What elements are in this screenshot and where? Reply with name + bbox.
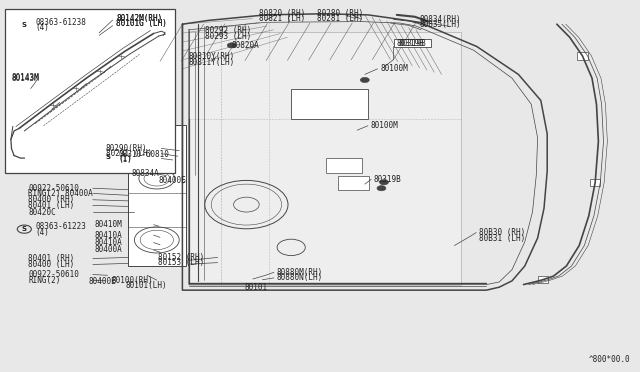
Text: 00922-50610: 00922-50610 — [28, 270, 79, 279]
Text: 80821 (LH): 80821 (LH) — [259, 15, 305, 23]
Text: 80401 (LH): 80401 (LH) — [28, 201, 74, 210]
Text: 80820A: 80820A — [232, 41, 259, 50]
Text: (1): (1) — [118, 155, 132, 164]
Text: S: S — [22, 22, 27, 28]
Text: 80401 (RH): 80401 (RH) — [28, 254, 74, 263]
Text: ^800*00.0: ^800*00.0 — [589, 355, 630, 364]
Text: (1): (1) — [118, 154, 132, 163]
Text: 80101: 80101 — [244, 283, 268, 292]
Text: 80142M(RH): 80142M(RH) — [116, 14, 163, 23]
Text: 08363-61238: 08363-61238 — [36, 18, 86, 27]
Text: 80152 (RH): 80152 (RH) — [158, 253, 204, 262]
Text: 80811Y(LH): 80811Y(LH) — [189, 58, 235, 67]
Text: 00922-50610: 00922-50610 — [28, 184, 79, 193]
Text: 80142M(RH): 80142M(RH) — [116, 14, 163, 23]
Text: 80143M: 80143M — [12, 74, 39, 83]
Circle shape — [380, 180, 388, 185]
Bar — [590, 179, 600, 186]
Text: 80100M: 80100M — [371, 121, 398, 130]
Text: 80420C: 80420C — [28, 208, 56, 217]
Text: 80410A: 80410A — [95, 238, 122, 247]
Text: 80400 (RH): 80400 (RH) — [28, 195, 74, 204]
Text: 80810Y(RH): 80810Y(RH) — [189, 52, 235, 61]
Text: 80100M: 80100M — [380, 64, 408, 73]
Bar — [326, 158, 362, 173]
Text: 80400E: 80400E — [88, 278, 116, 286]
Text: 80290(RH): 80290(RH) — [106, 144, 147, 153]
Text: 80B30 (RH): 80B30 (RH) — [479, 228, 525, 237]
Bar — [291, 89, 368, 119]
Text: 80319B: 80319B — [373, 175, 401, 184]
Bar — [577, 52, 588, 60]
Bar — [189, 32, 461, 285]
Text: 80410A: 80410A — [95, 231, 122, 240]
Text: 08310-60810: 08310-60810 — [118, 150, 169, 159]
Text: 80400A: 80400A — [95, 246, 122, 254]
Text: RING(2) 80400A: RING(2) 80400A — [28, 189, 93, 198]
Text: 80100(RH): 80100(RH) — [112, 276, 154, 285]
Text: 80101G (LH): 80101G (LH) — [116, 19, 167, 28]
Text: 80400E: 80400E — [158, 176, 186, 185]
Bar — [338, 176, 369, 190]
Text: 80834A: 80834A — [131, 169, 159, 178]
Circle shape — [360, 77, 369, 83]
Text: S: S — [105, 154, 110, 160]
Text: 80101(LH): 80101(LH) — [125, 281, 167, 290]
Text: 80143M: 80143M — [12, 73, 39, 82]
Text: 80400 (LH): 80400 (LH) — [28, 260, 74, 269]
Text: 80101G (LH): 80101G (LH) — [116, 19, 167, 28]
Text: (4): (4) — [36, 228, 50, 237]
Text: S: S — [22, 226, 27, 232]
Text: RING(2): RING(2) — [28, 276, 61, 285]
Text: 80291 (LH): 80291 (LH) — [106, 149, 152, 158]
Circle shape — [154, 138, 164, 144]
Text: 80281 (LH): 80281 (LH) — [317, 15, 364, 23]
Text: 80880M(RH): 80880M(RH) — [276, 268, 323, 277]
Text: 80834(RH): 80834(RH) — [419, 15, 461, 24]
Text: 80835(LH): 80835(LH) — [419, 20, 461, 29]
Text: (4): (4) — [36, 23, 50, 32]
Text: 80319B: 80319B — [397, 39, 424, 48]
Text: 80880N(LH): 80880N(LH) — [276, 273, 323, 282]
Text: 08363-61223: 08363-61223 — [36, 222, 86, 231]
Circle shape — [227, 43, 236, 48]
Circle shape — [377, 186, 386, 191]
Circle shape — [154, 161, 164, 167]
Bar — [128, 125, 186, 266]
Text: 80319B: 80319B — [399, 39, 426, 48]
Text: 80820 (RH): 80820 (RH) — [259, 9, 305, 18]
Text: 80293 (LH): 80293 (LH) — [205, 32, 252, 41]
FancyBboxPatch shape — [394, 39, 431, 47]
Text: 80B31 (LH): 80B31 (LH) — [479, 234, 525, 243]
Text: 80410M: 80410M — [95, 220, 122, 229]
Text: 80292 (RH): 80292 (RH) — [205, 26, 252, 35]
Text: 80153 (LH): 80153 (LH) — [158, 258, 204, 267]
Bar — [538, 276, 548, 283]
Text: 80280 (RH): 80280 (RH) — [317, 9, 364, 18]
Bar — [5, 9, 175, 173]
